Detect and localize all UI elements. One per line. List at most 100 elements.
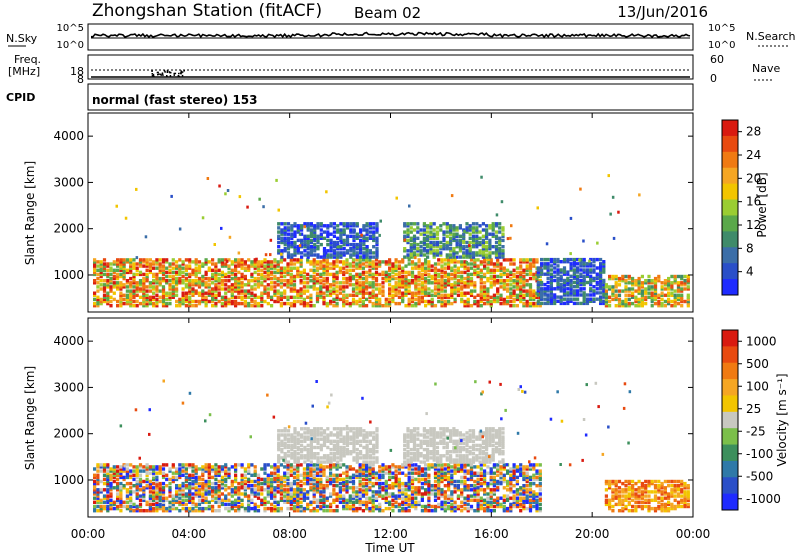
echo-pixel	[546, 293, 550, 297]
echo-pixel	[488, 232, 492, 236]
echo-pixel	[306, 255, 310, 259]
echo-pixel	[224, 469, 228, 473]
echo-pixel	[634, 304, 638, 308]
echo-pixel	[273, 509, 277, 513]
echo-pixel	[492, 283, 496, 287]
echo-pixel	[502, 299, 506, 304]
echo-pixel	[152, 477, 156, 482]
echo-pixel	[155, 475, 159, 480]
echo-pixel	[99, 465, 103, 469]
echo-pixel	[553, 270, 557, 274]
echo-pixel	[512, 293, 516, 297]
echo-pixel	[93, 500, 97, 504]
echo-pixel	[417, 297, 421, 302]
echo-pixel	[427, 264, 431, 268]
echo-pixel	[355, 234, 359, 238]
echo-pixel	[135, 481, 139, 486]
echo-pixel	[450, 289, 454, 293]
echo-pixel	[644, 295, 648, 299]
echo-pixel	[125, 500, 129, 504]
echo-pixel	[365, 249, 369, 253]
echo-pixel	[237, 463, 241, 467]
echo-pixel	[109, 494, 113, 498]
echo-pixel	[313, 236, 317, 240]
echo-pixel	[469, 488, 474, 492]
echo-pixel	[345, 301, 349, 306]
echo-pixel	[161, 258, 166, 262]
echo-pixel	[683, 287, 687, 291]
echo-pixel	[217, 488, 221, 492]
echo-pixel	[256, 492, 261, 496]
echo-pixel	[532, 264, 536, 268]
echo-pixel	[388, 272, 392, 277]
echo-pixel	[224, 283, 228, 287]
echo-pixel	[227, 279, 231, 283]
echo-pixel	[502, 270, 506, 275]
echo-pixel	[303, 242, 307, 247]
echo-pixel	[462, 247, 466, 251]
echo-pixel	[559, 289, 563, 293]
echo-pixel	[217, 469, 221, 473]
echo-pixel	[102, 299, 107, 304]
echo-pixel	[589, 289, 593, 293]
echo-pixel	[122, 258, 126, 262]
echo-pixel	[142, 281, 146, 285]
echo-pixel	[522, 279, 526, 283]
echo-pixel	[155, 504, 159, 509]
echo-pixel	[611, 274, 615, 279]
echo-pixel	[494, 236, 499, 240]
echo-pixel	[329, 494, 333, 498]
echo-pixel	[270, 496, 274, 500]
echo-pixel	[391, 484, 395, 488]
echo-pixel	[316, 236, 320, 240]
echo-pixel	[112, 467, 116, 471]
echo-pixel	[562, 282, 567, 287]
echo-pixel	[296, 272, 300, 277]
echo-pixel	[129, 299, 133, 304]
echo-pixel	[456, 484, 460, 488]
echo-pixel	[109, 492, 113, 496]
echo-pixel	[543, 266, 547, 270]
echo-pixel	[397, 264, 401, 268]
echo-pixel	[299, 488, 303, 492]
echo-pixel	[452, 238, 456, 243]
echo-pixel	[306, 490, 310, 494]
echo-pixel	[465, 245, 469, 249]
echo-pixel	[502, 258, 506, 262]
echo-pixel	[273, 471, 277, 475]
echo-pixel	[102, 297, 107, 302]
echo-pixel	[488, 224, 492, 228]
echo-pixel	[358, 272, 362, 277]
echo-pixel	[427, 496, 431, 500]
echo-pixel	[316, 255, 320, 259]
echo-pixel	[191, 281, 195, 285]
echo-pixel	[465, 255, 469, 259]
echo-pixel	[250, 473, 254, 477]
echo-pixel	[279, 258, 283, 262]
echo-pixel	[358, 274, 362, 279]
echo-pixel	[270, 295, 274, 299]
echo-pixel	[657, 293, 661, 297]
echo-pixel	[433, 272, 438, 277]
echo-pixel	[374, 283, 379, 287]
echo-pixel	[566, 301, 570, 306]
echo-pixel	[178, 299, 182, 304]
freq-tick-top: 18	[70, 65, 84, 78]
echo-pixel	[204, 299, 208, 304]
echo-pixel	[352, 245, 356, 249]
echo-pixel	[204, 496, 208, 500]
echo-pixel	[479, 297, 483, 302]
echo-pixel	[579, 260, 583, 264]
echo-pixel	[270, 471, 274, 475]
echo-pixel	[463, 496, 467, 500]
echo-pixel	[553, 293, 557, 297]
echo-pixel	[122, 500, 126, 504]
echo-pixel	[391, 268, 395, 272]
echo-pixel	[329, 471, 333, 475]
echo-pixel	[214, 262, 218, 266]
echo-pixel	[443, 494, 447, 498]
echo-pixel	[161, 279, 166, 283]
echo-pixel	[138, 287, 143, 291]
echo-pixel	[469, 475, 474, 480]
echo-pixel	[270, 490, 274, 494]
